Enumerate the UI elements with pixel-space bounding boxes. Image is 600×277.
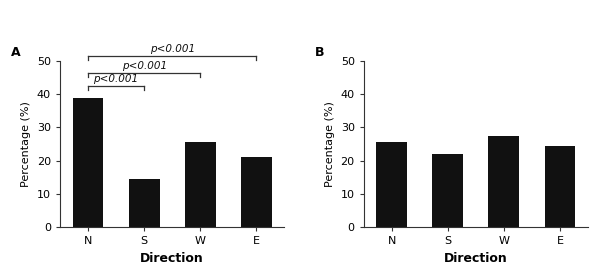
Text: A: A xyxy=(11,46,20,59)
Bar xyxy=(128,179,160,227)
X-axis label: Direction: Direction xyxy=(140,252,204,265)
Bar xyxy=(376,142,407,227)
Bar xyxy=(545,146,575,227)
Text: p<0.001: p<0.001 xyxy=(94,74,139,84)
Bar xyxy=(488,136,520,227)
X-axis label: Direction: Direction xyxy=(444,252,508,265)
Bar xyxy=(185,142,215,227)
Text: p<0.001: p<0.001 xyxy=(149,44,194,54)
Bar xyxy=(241,157,272,227)
Bar xyxy=(73,98,103,227)
Y-axis label: Percentage (%): Percentage (%) xyxy=(21,101,31,187)
Text: B: B xyxy=(314,46,324,59)
Bar xyxy=(433,154,463,227)
Text: p<0.001: p<0.001 xyxy=(122,61,167,71)
Y-axis label: Percentage (%): Percentage (%) xyxy=(325,101,335,187)
